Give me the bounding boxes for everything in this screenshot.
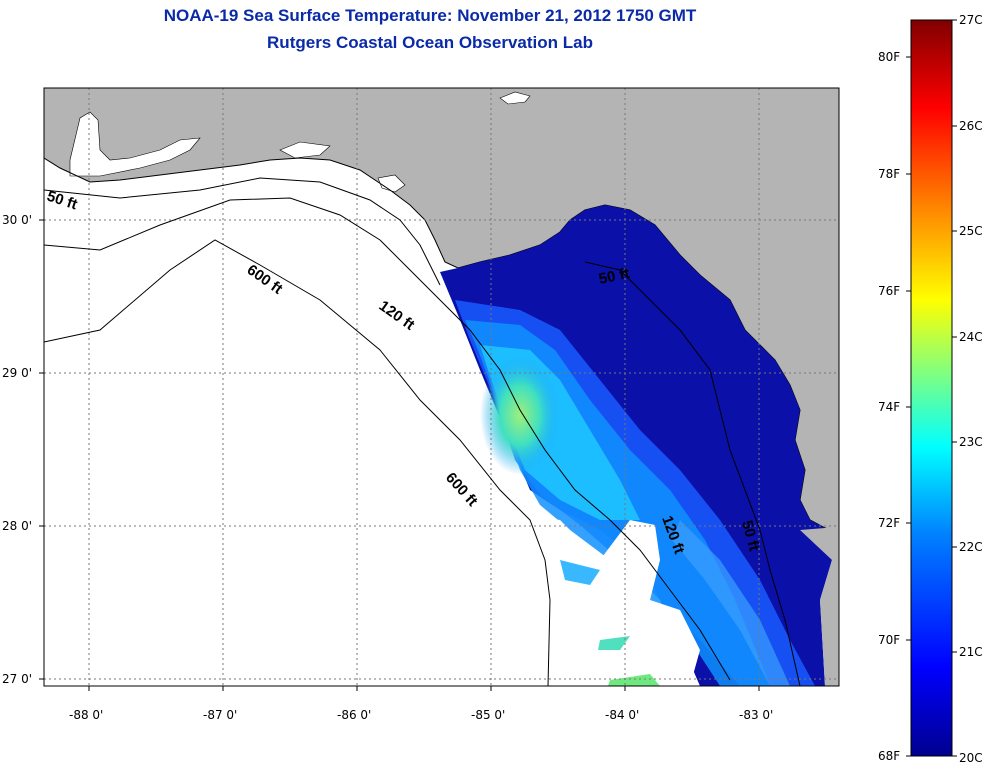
colorbar-celsius-label: 25C bbox=[959, 224, 983, 238]
lat-tick-label: 28 0' bbox=[2, 519, 32, 533]
colorbar-fahrenheit-label: 72F bbox=[878, 516, 900, 530]
lon-tick-label: -83 0' bbox=[739, 708, 773, 722]
colorbar-celsius-label: 20C bbox=[959, 751, 983, 765]
colorbar-fahrenheit-label: 68F bbox=[878, 749, 900, 763]
colorbar-celsius-label: 21C bbox=[959, 645, 983, 659]
map-title: NOAA-19 Sea Surface Temperature: Novembe… bbox=[163, 6, 697, 25]
lon-tick-label: -85 0' bbox=[471, 708, 505, 722]
lat-tick-label: 27 0' bbox=[2, 672, 32, 686]
colorbar-celsius-label: 27C bbox=[959, 13, 983, 27]
axis-ticks bbox=[39, 219, 760, 691]
bathymetry-contours bbox=[44, 177, 801, 686]
lon-tick-label: -88 0' bbox=[69, 708, 103, 722]
color-bar bbox=[910, 19, 953, 757]
lon-tick-label: -84 0' bbox=[605, 708, 639, 722]
colorbar-fahrenheit-label: 74F bbox=[878, 400, 900, 414]
colorbar-fahrenheit-label: 80F bbox=[878, 50, 900, 64]
lat-tick-label: 30 0' bbox=[2, 213, 32, 227]
colorbar-celsius-label: 24C bbox=[959, 330, 983, 344]
cloud-gap bbox=[530, 515, 700, 686]
lon-tick-label: -87 0' bbox=[203, 708, 237, 722]
contour-label: 50 ft bbox=[597, 265, 631, 288]
colorbar-celsius-label: 22C bbox=[959, 540, 983, 554]
land-area bbox=[44, 88, 839, 528]
colorbar-celsius-label: 26C bbox=[959, 119, 983, 133]
lat-tick-label: 29 0' bbox=[2, 366, 32, 380]
colorbar-fahrenheit-label: 76F bbox=[878, 284, 900, 298]
colorbar-fahrenheit-label: 78F bbox=[878, 167, 900, 181]
lon-tick-label: -86 0' bbox=[337, 708, 371, 722]
colorbar-celsius-label: 23C bbox=[959, 435, 983, 449]
colorbar-fahrenheit-label: 70F bbox=[878, 633, 900, 647]
map-subtitle: Rutgers Coastal Ocean Observation Lab bbox=[267, 33, 593, 52]
